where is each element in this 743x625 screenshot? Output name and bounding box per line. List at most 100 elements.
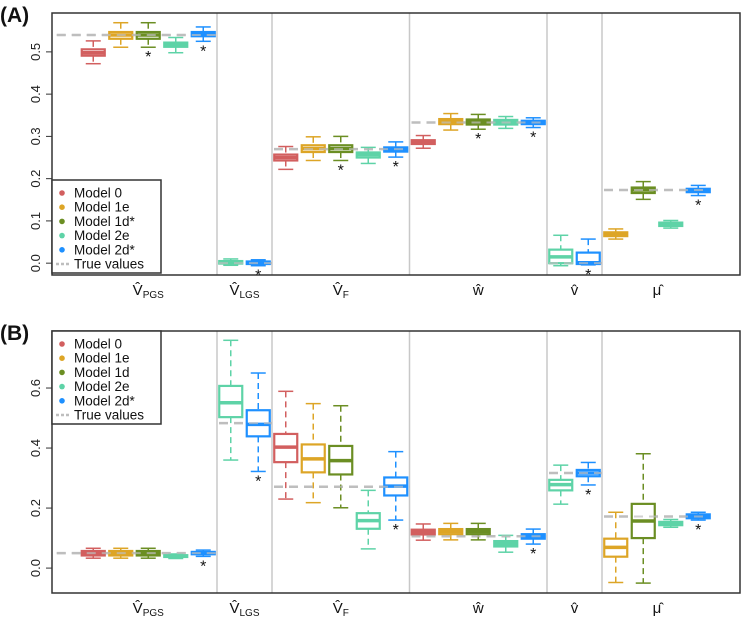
legend-entry-label: Model 2d* [74,393,136,408]
box-model-2e [355,489,381,550]
x-axis-label-symbol: v̂ [571,600,579,617]
legend-entry-label: Model 1e [74,351,130,366]
x-axis-label-subscript: F [343,290,349,301]
legend-entry-label: Model 1e [74,200,130,215]
significance-star: * [200,43,206,60]
x-axis-label-symbol: V̂ [229,282,239,299]
box-model-2e [218,258,244,267]
box-model-2d-: * [383,450,409,539]
box-model-1d-: * [465,113,491,148]
x-axis-label-subscript: PGS [143,290,164,301]
x-axis-label-symbol: v̂ [571,282,579,299]
x-axis-label: V̂LGS [229,600,259,619]
plot-frame [51,330,741,594]
box-model-1d [630,452,656,584]
plot-frame [51,12,741,276]
legend-entry-label: Model 1d* [74,214,136,229]
legend-entry-label: Model 0 [74,186,122,201]
box-model-2e [548,464,574,505]
x-axis-label-symbol: V̂ [333,600,343,617]
box-model-2e [548,234,574,267]
x-axis-label: V̂LGS [229,282,259,301]
significance-star: * [255,268,261,285]
legend-box [51,330,162,425]
box-model-0 [80,40,106,65]
legend-entry-label: Model 2e [74,379,130,394]
y-tick-label: 0.3 [28,127,43,145]
legend-swatch-dot [59,398,65,404]
x-axis-label: V̂F [333,600,349,619]
box-model-1e [438,522,464,541]
box-model-1e [603,511,629,584]
significance-star: * [393,522,399,539]
x-axis-label: μ̂ [653,282,665,299]
x-axis-label-symbol: μ̂ [653,282,665,299]
box-model-0 [273,390,299,500]
x-axis-label: V̂F [333,282,349,301]
x-axis-label: ŵ [472,600,484,617]
x-axis-label-symbol: V̂ [229,600,239,617]
box-model-2d-: * [245,372,271,490]
x-axis-label-subscript: LGS [240,608,260,619]
box-model-1d-: * [135,21,161,66]
y-tick-label: 0.4 [28,85,43,103]
box-model-1e [300,402,326,504]
legend-swatch-dot [59,232,65,239]
x-axis-label-subscript: F [343,608,349,619]
significance-star: * [530,546,536,563]
x-axis-label-symbol: V̂ [133,600,143,617]
legend-swatch-dot [59,341,65,347]
legend-entry-label: Model 1d [74,365,130,380]
x-axis-label: ŵ [472,282,484,299]
y-tick-label: 0.2 [28,170,43,188]
x-axis-label-subscript: LGS [240,290,260,301]
legend-entry-label: Model 0 [74,337,122,352]
box-model-0 [410,523,436,541]
y-tick-label: 0.6 [28,379,43,397]
x-axis-label: μ̂ [653,600,665,617]
legend-swatch-dot [59,190,65,196]
significance-star: * [338,162,344,179]
significance-star: * [255,473,261,490]
x-axis-label-symbol: μ̂ [653,600,665,617]
box-model-2e [355,146,381,165]
x-axis-label: v̂ [571,282,579,299]
panel-label-a: (A) [0,4,29,27]
box-model-2e [163,553,189,560]
legend-entry-label: True values [74,257,144,272]
box-model-2e [658,219,684,229]
significance-star: * [393,159,399,176]
box-model-2e [163,36,189,54]
significance-star: * [200,558,206,575]
box-model-1d-: * [328,135,354,179]
y-tick-label: 0.5 [28,43,43,61]
y-tick-label: 0.0 [28,559,43,577]
significance-star: * [695,522,701,539]
legend-swatch-dot [59,383,65,390]
legend-swatch-dot [59,247,65,253]
legend-swatch-dot [59,369,65,376]
box-model-1d [328,404,354,509]
legend-swatch-dot [59,204,65,210]
box-model-1e [603,228,629,240]
box-model-2d-: * [383,141,409,176]
significance-star: * [530,130,536,147]
x-axis-label-symbol: V̂ [133,282,143,299]
x-axis-label: V̂PGS [133,600,164,619]
box-model-0 [273,145,299,171]
box-model-2d-: * [190,26,216,60]
box-model-2d-: * [575,461,601,504]
significance-star: * [585,487,591,504]
box-model-2e [493,534,519,553]
box-model-2d-: * [520,528,546,563]
x-axis-label-symbol: ŵ [472,600,484,617]
y-tick-label: 0.2 [28,499,43,517]
significance-star: * [475,131,481,148]
legend-swatch-dot [59,355,65,362]
x-axis-label-symbol: V̂ [333,282,343,299]
y-tick-label: 0.4 [28,439,43,457]
significance-star: * [145,49,151,66]
significance-star: * [695,198,701,215]
